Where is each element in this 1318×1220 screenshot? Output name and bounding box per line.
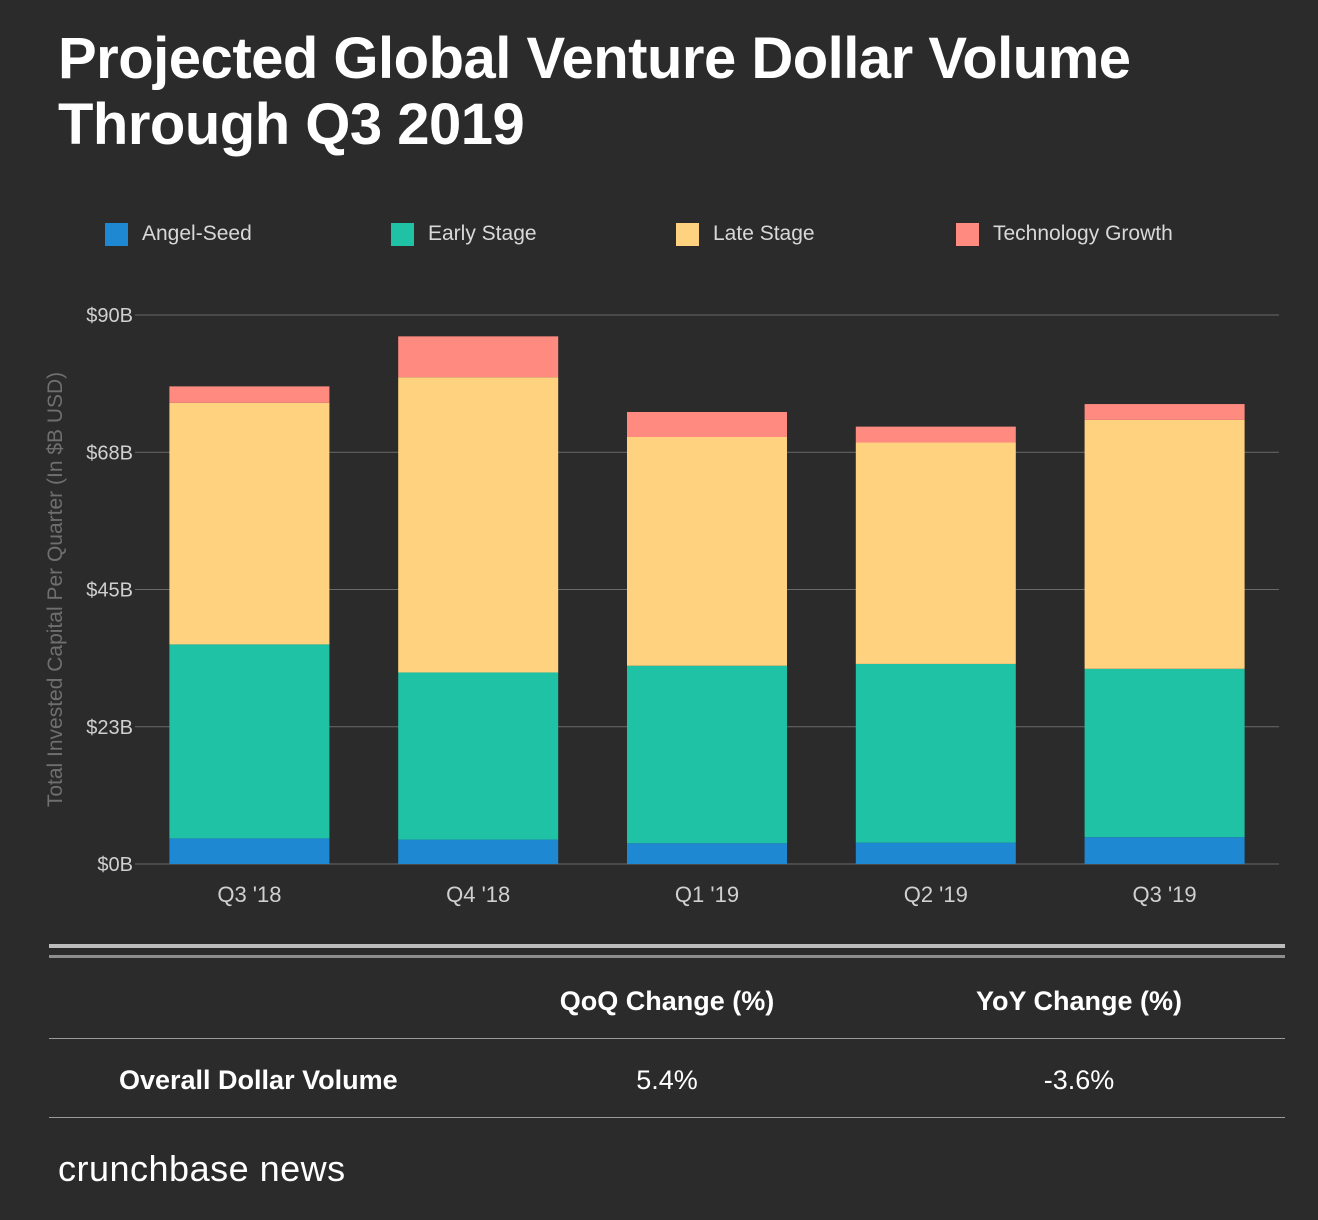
stats-data-row: Overall Dollar Volume 5.4% -3.6% [49, 1039, 1285, 1118]
legend-label-angel-seed: Angel-Seed [142, 222, 252, 245]
legend-item-angel-seed[interactable]: Angel-Seed [105, 222, 252, 246]
bar-late-stage-2 [627, 437, 787, 666]
bar-late-stage-0 [169, 402, 330, 645]
legend-item-early-stage[interactable]: Early Stage [391, 222, 537, 246]
legend-swatch-early-stage [391, 222, 414, 246]
bar-technology-growth-2 [627, 411, 787, 437]
crunchbase-news-logo: crunchbase news [58, 1148, 346, 1189]
overall-dollar-volume-label: Overall Dollar Volume [119, 1065, 398, 1095]
bar-angel-seed-1 [398, 839, 559, 864]
legend-swatch-technology-growth [956, 222, 979, 246]
legend-swatch-angel-seed [105, 222, 128, 246]
y-tick-label-3: $68B [86, 442, 133, 464]
bar-angel-seed-2 [627, 843, 787, 864]
bar-late-stage-3 [855, 442, 1016, 664]
y-tick-label-0: $0B [97, 854, 133, 876]
bar-technology-growth-3 [855, 426, 1016, 443]
bar-early-stage-4 [1084, 668, 1245, 838]
bar-technology-growth-1 [398, 336, 559, 378]
x-tick-label-0: Q3 '18 [217, 882, 281, 907]
bar-technology-growth-0 [169, 386, 330, 403]
bar-early-stage-1 [398, 672, 559, 840]
separator-double-bottom [49, 955, 1285, 958]
bar-technology-growth-4 [1084, 404, 1245, 420]
legend-label-early-stage: Early Stage [428, 222, 537, 245]
legend-label-late-stage: Late Stage [713, 222, 815, 245]
bar-angel-seed-3 [855, 842, 1016, 864]
bar-early-stage-0 [169, 644, 330, 839]
y-tick-label-1: $23B [86, 717, 133, 739]
legend-item-late-stage[interactable]: Late Stage [676, 222, 815, 246]
legend-swatch-late-stage [676, 222, 699, 246]
bar-angel-seed-0 [169, 838, 330, 864]
x-tick-label-2: Q1 '19 [675, 882, 739, 907]
stats-table: QoQ Change (%) YoY Change (%) Overall Do… [49, 960, 1285, 1118]
legend-label-technology-growth: Technology Growth [993, 222, 1173, 245]
y-tick-label-2: $45B [86, 580, 133, 602]
y-axis-label: Total Invested Capital Per Quarter (In $… [44, 372, 67, 807]
yoy-value: -3.6% [1043, 1065, 1115, 1095]
x-tick-label-3: Q2 '19 [904, 882, 968, 907]
y-tick-label-4: $90B [86, 305, 133, 327]
stacked-bar-chart: $0B $23B $45B $68B $90B Total Invested Capita… [44, 305, 1279, 907]
bar-late-stage-4 [1084, 419, 1245, 669]
bar-angel-seed-4 [1084, 837, 1245, 864]
stats-header-row: QoQ Change (%) YoY Change (%) [49, 960, 1285, 1039]
separator-double-top [49, 944, 1285, 948]
bar-early-stage-2 [627, 665, 787, 844]
yoy-header: YoY Change (%) [975, 986, 1183, 1016]
x-tick-label-1: Q4 '18 [446, 882, 510, 907]
chart-title-line-2: Through Q3 2019 [58, 92, 525, 157]
chart-legend: Angel-Seed Early Stage Late Stage Techno… [105, 222, 1285, 254]
chart-title: Projected Global Venture Dollar Volume T… [58, 26, 1258, 158]
x-tick-label-4: Q3 '19 [1133, 882, 1197, 907]
bar-early-stage-3 [855, 663, 1016, 843]
qoq-value: 5.4% [636, 1065, 698, 1095]
bar-late-stage-1 [398, 377, 559, 673]
qoq-header: QoQ Change (%) [559, 986, 775, 1016]
chart-title-line-1: Projected Global Venture Dollar Volume [58, 26, 1131, 91]
legend-item-technology-growth[interactable]: Technology Growth [956, 222, 1173, 246]
